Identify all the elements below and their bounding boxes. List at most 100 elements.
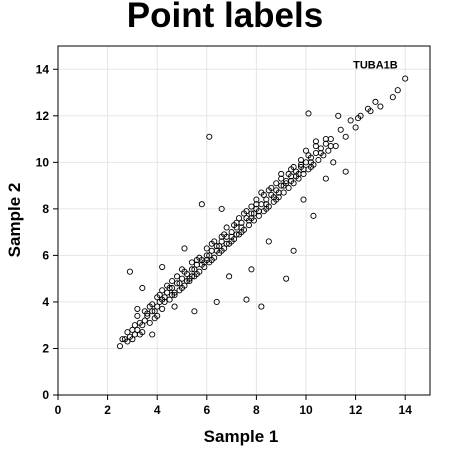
scatter-point-0-192	[154, 294, 161, 301]
y-tick-label-6: 12	[36, 109, 50, 123]
scatter-point-0-210	[243, 208, 250, 215]
scatter-point-0-177	[297, 156, 305, 164]
scatter-point-0-180	[307, 159, 315, 166]
x-tick-label-2: 4	[154, 403, 161, 417]
plot-border	[57, 45, 431, 396]
scatter-point-0-33	[186, 277, 193, 285]
y-tick-label-2: 4	[42, 295, 49, 309]
scatter-point-0-222	[302, 147, 310, 154]
scatter-point-0-40	[191, 308, 198, 315]
scatter-point-0-21	[149, 331, 156, 338]
scatter-point-0-120	[342, 168, 349, 175]
scatter-point-0-202	[203, 257, 210, 264]
scatter-point-0-2	[124, 329, 131, 336]
scatter-point-0-24	[169, 284, 176, 292]
scatter-point-0-11	[134, 305, 141, 312]
scatter-point-0-162	[250, 210, 257, 217]
axis-layer: 0 2 4 6 8 10 12 14 0 2 4 6 8 10 12 14	[36, 62, 413, 417]
scatter-point-0-100	[310, 212, 317, 219]
scatter-point-0-220	[293, 173, 300, 180]
scatter-point-0-14	[149, 308, 156, 315]
scatter-point-0-9	[141, 317, 148, 324]
scatter-point-0-138	[178, 284, 186, 292]
scatter-point-0-12	[144, 312, 151, 319]
scatter-point-0-116	[248, 266, 255, 273]
scatter-point-0-105	[342, 133, 349, 140]
scatter-point-0-164	[255, 208, 262, 215]
scatter-point-0-61	[218, 205, 225, 212]
annotation-label-0: TUBA1B	[353, 60, 398, 72]
scatter-point-0-205	[218, 233, 225, 240]
scatter-point-0-121	[300, 196, 307, 203]
scatter-point-0-188	[134, 312, 141, 319]
scatter-point-0-182	[317, 149, 324, 157]
scatter-point-0-191	[149, 301, 156, 308]
scatter-point-0-125	[131, 322, 138, 329]
scatter-point-0-0	[116, 343, 124, 350]
scatter-point-0-171	[278, 175, 285, 182]
scatter-point-0-80	[290, 247, 297, 254]
scatter-point-0-4	[129, 336, 136, 343]
scatter-point-0-107	[352, 124, 359, 131]
scatter-point-0-150	[216, 243, 223, 250]
scatter-point-0-70	[243, 296, 250, 303]
scatter-point-0-112	[389, 94, 396, 101]
scatter-point-0-208	[233, 219, 240, 226]
scatter-point-0-72	[263, 196, 270, 203]
scatter-point-0-201	[198, 261, 205, 268]
scatter-point-0-110	[372, 98, 379, 105]
x-tick-label-6: 12	[349, 403, 363, 417]
scatter-point-0-214	[263, 205, 270, 212]
scatter-point-0-166	[263, 201, 270, 208]
scatter-point-0-81	[283, 275, 290, 282]
x-tick-label-5: 10	[299, 403, 313, 417]
scatter-point-0-178	[300, 166, 307, 173]
scatter-point-0-184	[327, 142, 334, 150]
scatter-point-0-25	[171, 291, 178, 299]
scatter-point-0-123	[355, 115, 362, 122]
scatter-point-0-71	[258, 303, 265, 310]
x-tick-label-1: 2	[104, 403, 111, 417]
scatter-point-0-204	[213, 247, 220, 254]
scatter-point-0-147	[206, 252, 213, 259]
scatter-point-0-181	[312, 142, 319, 150]
x-tick-label-4: 8	[253, 403, 260, 417]
scatter-point-0-31	[171, 303, 178, 310]
scatter-point-0-179	[305, 152, 312, 159]
scatter-point-0-51	[213, 298, 220, 305]
scatter-point-0-146	[203, 245, 210, 252]
scatter-point-0-217	[278, 170, 285, 178]
scatter-point-0-206	[223, 224, 230, 231]
scatter-point-0-13	[146, 319, 153, 326]
scatter-point-0-169	[273, 180, 280, 187]
scatter-point-0-173	[285, 170, 292, 178]
scatter-point-0-197	[178, 266, 186, 273]
scatter-point-0-132	[159, 287, 166, 294]
scatter-point-0-64	[248, 210, 255, 217]
scatter-point-0-23	[166, 296, 173, 303]
scatter-point-0-34	[188, 266, 195, 273]
scatter-point-0-114	[402, 75, 409, 82]
scatter-point-0-126	[139, 329, 146, 336]
scatter-point-0-215	[268, 184, 275, 191]
scatter-point-0-28	[178, 275, 186, 282]
scatter-point-0-137	[176, 280, 183, 287]
y-tick-label-5: 10	[36, 155, 50, 169]
scatter-point-0-63	[245, 222, 253, 229]
scatter-point-0-10	[126, 268, 133, 275]
x-tick-label-7: 14	[399, 403, 413, 417]
scatter-point-0-96	[317, 145, 324, 152]
scatter-point-0-199	[188, 273, 195, 280]
scatter-point-0-117	[265, 238, 272, 245]
scatter-point-0-141	[188, 259, 195, 266]
scatter-point-0-95	[315, 156, 322, 164]
y-tick-label-7: 14	[36, 62, 50, 76]
scatter-point-0-211	[248, 215, 255, 222]
scatter-point-0-98	[322, 140, 329, 147]
y-tick-label-4: 8	[42, 202, 49, 216]
scatter-point-0-122	[335, 112, 342, 119]
scatter-point-0-115	[206, 133, 213, 140]
y-tick-label-1: 2	[42, 341, 49, 355]
scatter-point-0-113	[394, 87, 401, 94]
